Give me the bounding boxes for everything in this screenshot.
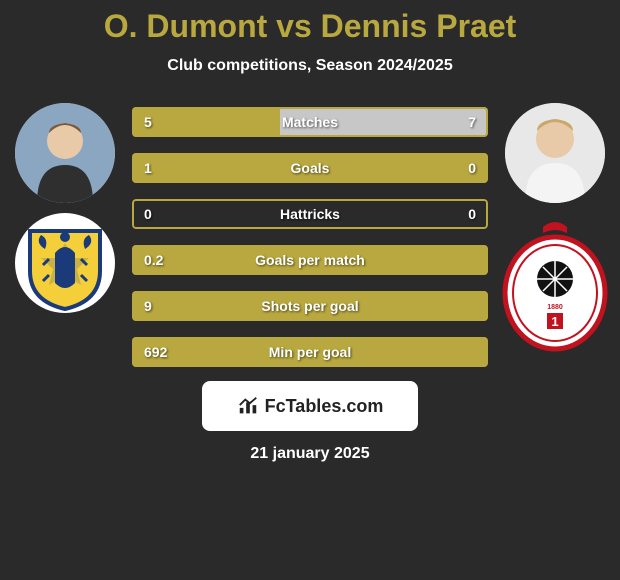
stat-label: Hattricks bbox=[280, 206, 340, 222]
left-column bbox=[10, 103, 120, 313]
stat-value-left: 692 bbox=[144, 344, 167, 360]
stat-row: 0.2 Goals per match bbox=[132, 245, 488, 275]
shield-icon bbox=[15, 213, 115, 313]
player-left-name: O. Dumont bbox=[104, 8, 268, 44]
footer: FcTables.com 21 january 2025 bbox=[0, 381, 620, 463]
player-right-name: Dennis Praet bbox=[321, 8, 517, 44]
stat-value-left: 1 bbox=[144, 160, 152, 176]
club-left-badge bbox=[15, 213, 115, 313]
player-left-avatar bbox=[15, 103, 115, 203]
stat-value-left: 5 bbox=[144, 114, 152, 130]
stat-label: Goals bbox=[291, 160, 330, 176]
stat-row: 5 7 Matches bbox=[132, 107, 488, 137]
page-title: O. Dumont vs Dennis Praet bbox=[0, 8, 620, 45]
comparison-card: O. Dumont vs Dennis Praet Club competiti… bbox=[0, 0, 620, 580]
shield-icon: 1 1880 bbox=[499, 213, 611, 353]
stat-value-left: 0 bbox=[144, 206, 152, 222]
stat-row: 692 Min per goal bbox=[132, 337, 488, 367]
brand-text: FcTables.com bbox=[265, 396, 384, 417]
brand-badge[interactable]: FcTables.com bbox=[202, 381, 418, 431]
stat-bars: 5 7 Matches 1 0 Goals 0 0 Hattricks 0.2 Goals per … bbox=[132, 103, 488, 367]
stat-row: 1 0 Goals bbox=[132, 153, 488, 183]
stat-label: Matches bbox=[282, 114, 338, 130]
title-vs: vs bbox=[267, 8, 320, 44]
stat-value-right: 7 bbox=[468, 114, 476, 130]
stat-label: Goals per match bbox=[255, 252, 365, 268]
svg-text:1880: 1880 bbox=[547, 304, 563, 311]
stat-label: Min per goal bbox=[269, 344, 351, 360]
footer-date: 21 january 2025 bbox=[250, 445, 369, 463]
right-column: 1 1880 bbox=[500, 103, 610, 353]
stat-row: 9 Shots per goal bbox=[132, 291, 488, 321]
stat-label: Shots per goal bbox=[261, 298, 358, 314]
main-row: 5 7 Matches 1 0 Goals 0 0 Hattricks 0.2 Goals per … bbox=[0, 103, 620, 367]
stat-row: 0 0 Hattricks bbox=[132, 199, 488, 229]
chart-icon bbox=[237, 395, 259, 417]
stat-fill-left bbox=[132, 107, 280, 137]
subtitle: Club competitions, Season 2024/2025 bbox=[0, 57, 620, 75]
stat-value-left: 0.2 bbox=[144, 252, 163, 268]
svg-text:1: 1 bbox=[551, 314, 558, 329]
stat-value-right: 0 bbox=[468, 160, 476, 176]
club-right-badge: 1 1880 bbox=[499, 213, 611, 353]
person-icon bbox=[505, 103, 605, 203]
player-right-avatar bbox=[505, 103, 605, 203]
stat-value-left: 9 bbox=[144, 298, 152, 314]
stat-value-right: 0 bbox=[468, 206, 476, 222]
person-icon bbox=[15, 103, 115, 203]
